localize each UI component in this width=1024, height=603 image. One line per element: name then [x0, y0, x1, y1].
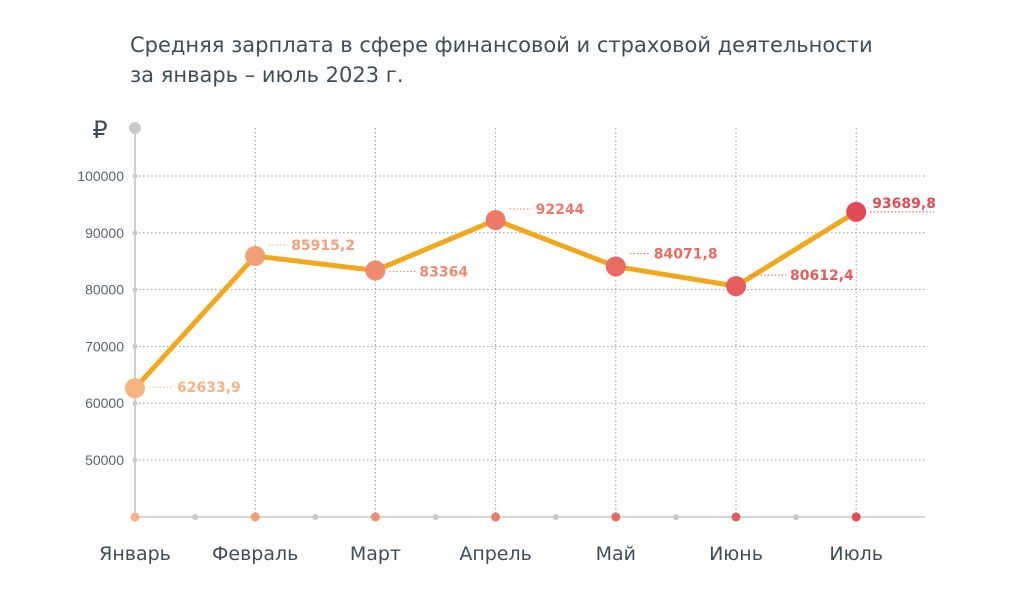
- y-tick-label: 90000: [85, 225, 124, 241]
- chart-title-line1: Средняя зарплата в сфере финансовой и ст…: [130, 33, 873, 57]
- data-label: 84071,8: [654, 246, 718, 262]
- data-point: [846, 201, 867, 222]
- x-axis-category-dot: [250, 512, 260, 522]
- data-point: [485, 210, 506, 231]
- data-point: [365, 260, 386, 281]
- x-axis-category-dot: [611, 512, 621, 522]
- y-tick-label: 60000: [85, 395, 124, 411]
- data-point: [605, 256, 626, 277]
- x-axis-mid-dot: [192, 514, 199, 520]
- y-tick-dot: [132, 400, 138, 406]
- y-axis-end-dot: [129, 122, 141, 134]
- data-label: 93689,8: [872, 196, 936, 212]
- y-tick-dot: [132, 230, 138, 236]
- data-point: [125, 378, 145, 399]
- x-tick-label: Апрель: [459, 543, 532, 565]
- y-tick-label: 100000: [77, 168, 124, 184]
- data-label: 80612,4: [790, 268, 854, 284]
- y-tick-dot: [132, 457, 138, 463]
- x-axis-category-dot: [130, 512, 140, 522]
- y-tick-label: 70000: [85, 338, 124, 354]
- data-label: 83364: [419, 264, 468, 280]
- y-tick-dot: [132, 343, 138, 349]
- x-axis-mid-dot: [793, 514, 800, 520]
- y-tick-label: 80000: [85, 282, 124, 298]
- data-point: [245, 246, 266, 267]
- x-tick-label: Март: [350, 543, 401, 565]
- x-axis-mid-dot: [432, 514, 439, 520]
- x-axis-mid-dot: [552, 514, 559, 520]
- chart-subtitle: за январь – июль 2023 г.: [130, 63, 404, 87]
- x-axis-category-dot: [491, 512, 501, 522]
- x-tick-label: Июнь: [709, 543, 763, 565]
- x-axis-category-dot: [851, 512, 861, 522]
- x-axis-category-dot: [370, 512, 380, 522]
- data-label: 62633,9: [177, 380, 241, 396]
- y-axis-unit: ₽: [92, 116, 107, 144]
- data-label: 85915,2: [291, 238, 355, 254]
- y-tick-dot: [132, 287, 138, 293]
- x-tick-label: Январь: [99, 543, 171, 565]
- x-tick-label: Май: [596, 543, 636, 565]
- x-axis-mid-dot: [672, 514, 679, 520]
- x-tick-label: Июль: [829, 543, 883, 565]
- x-tick-label: Февраль: [212, 543, 298, 565]
- data-label: 92244: [536, 202, 585, 218]
- y-tick-dot: [132, 173, 138, 179]
- x-axis-category-dot: [731, 512, 741, 522]
- chart-title: Средняя зарплата в сфере финансовой и ст…: [130, 30, 930, 90]
- x-axis-mid-dot: [312, 514, 319, 520]
- y-tick-label: 50000: [85, 452, 124, 468]
- data-point: [726, 276, 746, 297]
